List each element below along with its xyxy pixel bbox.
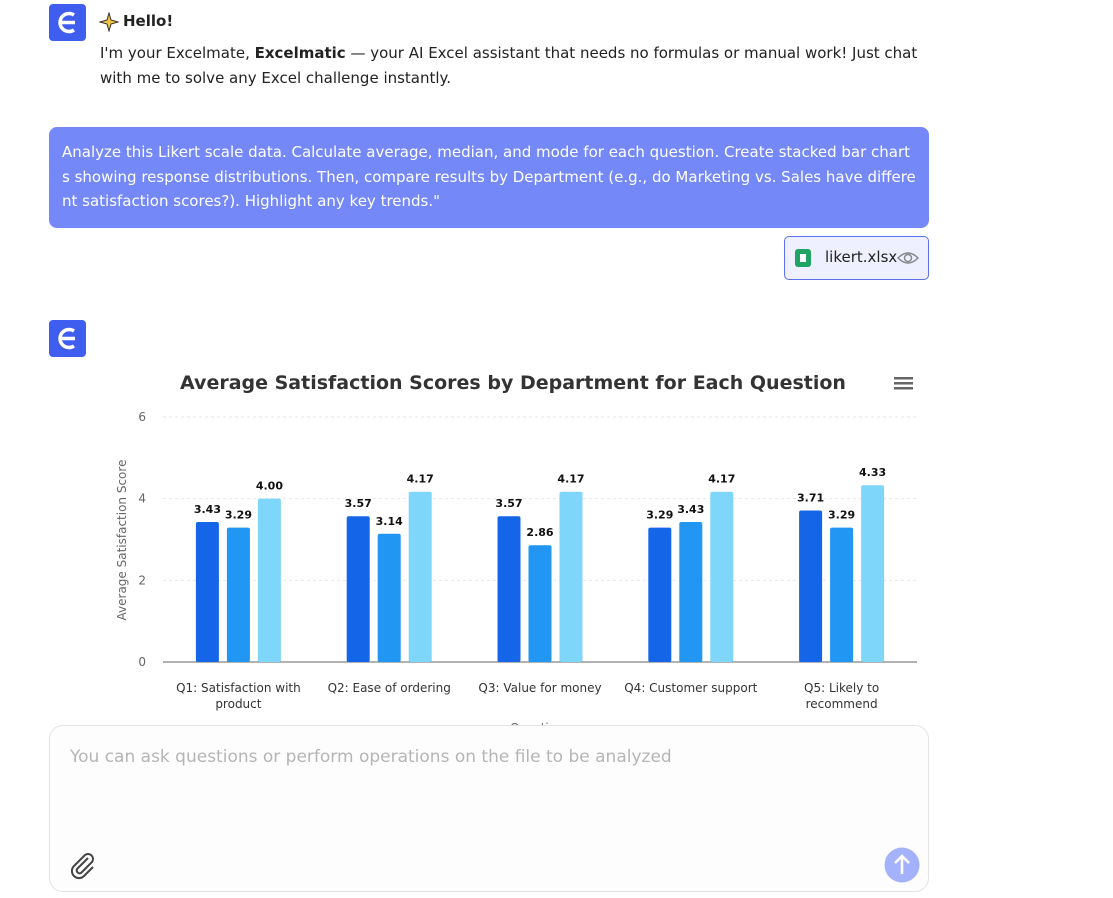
greeting-text: I'm your Excelmate, Excelmatic — your AI… xyxy=(100,41,930,91)
file-name: likert.xlsx xyxy=(825,248,898,266)
value-label: 3.14 xyxy=(376,515,403,528)
assistant-avatar xyxy=(49,320,86,357)
bar xyxy=(710,491,734,662)
value-label: 3.57 xyxy=(495,497,522,510)
chat-input[interactable]: You can ask questions or perform operati… xyxy=(49,725,929,892)
bar xyxy=(195,521,219,662)
y-tick-label: 0 xyxy=(138,655,146,669)
menu-icon[interactable] xyxy=(894,377,913,390)
value-label: 2.86 xyxy=(526,526,553,539)
file-chip[interactable]: likert.xlsx xyxy=(784,236,929,280)
brand: Excelmatic xyxy=(254,44,346,62)
bar xyxy=(861,485,885,662)
logo xyxy=(58,327,75,350)
value-label: 4.33 xyxy=(859,466,886,479)
bar xyxy=(346,516,370,662)
bar xyxy=(528,545,552,662)
value-label: 3.43 xyxy=(677,503,704,516)
value-label: 3.29 xyxy=(225,509,252,522)
text: I'm your Excelmate, xyxy=(100,44,255,62)
y-tick-label: 6 xyxy=(138,410,146,424)
x-tick-label: Q4: Customer support xyxy=(624,681,757,695)
bar xyxy=(257,498,281,662)
value-label: 4.17 xyxy=(557,473,584,486)
bar xyxy=(648,527,672,662)
bar xyxy=(679,521,703,662)
logo xyxy=(58,11,75,34)
value-label: 4.00 xyxy=(256,480,283,493)
bar xyxy=(226,527,250,662)
bar xyxy=(497,516,521,662)
x-tick-label: Q1: Satisfaction with product xyxy=(176,681,301,711)
assistant-avatar xyxy=(49,4,86,41)
attach-icon[interactable] xyxy=(68,850,98,880)
x-tick-label: Q3: Value for money xyxy=(478,681,601,695)
value-label: 4.17 xyxy=(407,473,434,486)
greeting-title: Hello! xyxy=(123,12,174,30)
value-label: 3.29 xyxy=(646,509,673,522)
bar xyxy=(377,533,401,662)
value-label: 4.17 xyxy=(708,473,735,486)
bar xyxy=(799,510,823,662)
y-tick-label: 2 xyxy=(138,573,146,587)
send-button[interactable] xyxy=(884,847,920,883)
preview-icon[interactable] xyxy=(897,249,919,267)
bar xyxy=(830,527,854,662)
x-tick-label: Q5: Likely to recommend xyxy=(804,681,879,711)
value-label: 3.71 xyxy=(797,492,824,505)
chart-title: Average Satisfaction Scores by Departmen… xyxy=(180,372,846,394)
file-icon xyxy=(795,249,811,267)
y-axis-label: Average Satisfaction Score xyxy=(115,460,129,621)
bar xyxy=(559,491,583,662)
value-label: 3.43 xyxy=(194,503,221,516)
input-placeholder: You can ask questions or perform operati… xyxy=(70,747,672,767)
user-message: Analyze this Likert scale data. Calculat… xyxy=(49,127,929,228)
y-tick-label: 4 xyxy=(138,492,146,506)
value-label: 3.57 xyxy=(345,497,372,510)
value-label: 3.29 xyxy=(828,509,855,522)
bar xyxy=(408,491,432,662)
sparkle-icon xyxy=(99,12,119,32)
text: — your AI Excel assistant that needs no … xyxy=(100,44,918,87)
x-tick-label: Q2: Ease of ordering xyxy=(328,681,451,695)
